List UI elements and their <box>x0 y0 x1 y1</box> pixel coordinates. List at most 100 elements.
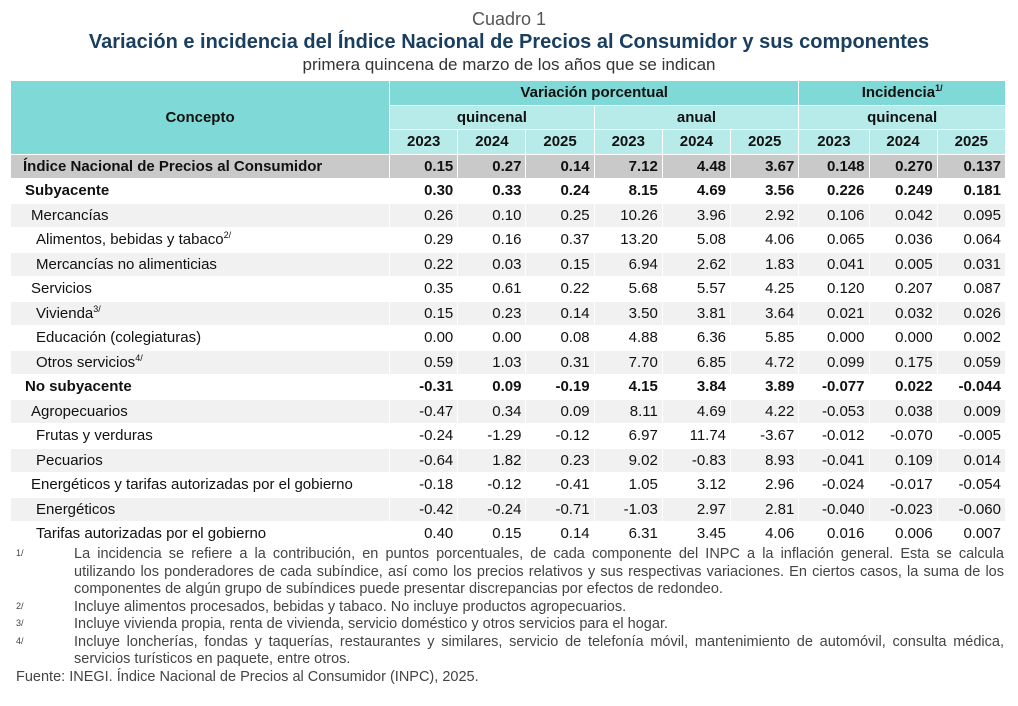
table-cell: 0.24 <box>525 178 595 204</box>
table-cell: 6.85 <box>661 349 732 375</box>
table-cell: -0.42 <box>389 496 459 522</box>
row-label-text: Educación (colegiaturas) <box>36 329 202 347</box>
footnote-text: Incluye vivienda propia, renta de vivien… <box>74 616 668 632</box>
table-row: Vivienda3/0.15 0.23 0.14 3.50 3.81 3.64 0.021 0… <box>9 300 1007 326</box>
table-cell: 0.14 <box>525 521 595 547</box>
row-label-text: Frutas y verduras <box>36 427 153 445</box>
table-cell: 1.05 <box>593 472 663 498</box>
table-cell: 0.26 <box>389 202 459 228</box>
table-cell: 0.00 <box>389 325 459 351</box>
table-cell: 3.12 <box>661 472 732 498</box>
row-label-text: Pecuarios <box>36 451 103 469</box>
row-label: Servicios <box>9 276 391 302</box>
table-cell: 3.84 <box>661 374 732 400</box>
table-cell: 0.007 <box>936 521 1007 547</box>
table-cell: 3.56 <box>730 178 800 204</box>
year-header: 2025 <box>730 129 800 155</box>
table-cell: 0.09 <box>457 374 527 400</box>
footnote-mark: 4/ <box>16 635 24 646</box>
year-header: 2025 <box>936 129 1007 155</box>
table-cell: 5.68 <box>593 276 663 302</box>
table-cell: 2.96 <box>730 472 800 498</box>
table-cell: 0.03 <box>457 251 527 277</box>
page-subtitle: primera quincena de marzo de los años qu… <box>302 55 716 74</box>
table-row: Subyacente 0.30 0.33 0.24 8.15 4.69 3.56 0.226 0… <box>9 178 1007 204</box>
row-label-text: Mercancías no alimenticias <box>36 255 217 273</box>
row-label-text: Vivienda <box>36 304 94 322</box>
table-cell: 0.15 <box>389 300 459 326</box>
table-cell: 0.065 <box>798 227 870 253</box>
table-cell: -0.19 <box>525 374 595 400</box>
table-cell: -0.023 <box>868 496 938 522</box>
table-row: Tarifas autorizadas por el gobierno 0.40 0… <box>9 521 1007 547</box>
table-cell: 2.62 <box>661 251 732 277</box>
table-cell: -0.64 <box>389 447 459 473</box>
table-cell: 0.23 <box>525 447 595 473</box>
row-label-text: Energéticos y tarifas autorizadas por el… <box>31 476 353 494</box>
table-cell: 0.08 <box>525 325 595 351</box>
row-label: Mercancías <box>9 202 391 228</box>
table-row: Agropecuarios -0.47 0.34 0.09 8.11 4.69 4.22 -0… <box>9 398 1007 424</box>
table-cell: 0.249 <box>868 178 938 204</box>
row-label-text: Alimentos, bebidas y tabaco <box>36 231 224 249</box>
row-label: Alimentos, bebidas y tabaco2/ <box>9 227 391 253</box>
incidence-group-header: Incidencia1/ <box>798 80 1006 106</box>
table-cell: -0.044 <box>936 374 1007 400</box>
row-label-text: Mercancías <box>31 206 109 224</box>
table-cell: 3.81 <box>661 300 732 326</box>
table-cell: 0.106 <box>798 202 870 228</box>
row-label: Agropecuarios <box>9 398 391 424</box>
table-cell: -0.070 <box>868 423 938 449</box>
footnote-text: Incluye alimentos procesados, bebidas y … <box>74 598 627 615</box>
table-cell: 0.14 <box>525 300 595 326</box>
row-label: Educación (colegiaturas) <box>9 325 391 351</box>
row-label-text: Otros servicios <box>36 353 136 371</box>
table-cell: -0.83 <box>661 447 732 473</box>
table-cell: 0.270 <box>868 153 938 179</box>
table-cell: 0.09 <box>525 398 595 424</box>
source-note: Fuente: INEGI. Índice Nacional de Precio… <box>16 668 479 685</box>
table-row: Mercancías no alimenticias 0.22 0.03 0.15 6.… <box>9 251 1007 277</box>
table-cell: 0.22 <box>525 276 595 302</box>
footnote: 4/ Incluye loncherías, fondas y taquería… <box>16 634 1004 669</box>
table-row: Pecuarios -0.64 1.82 0.23 9.02 -0.83 8.93 -0.04… <box>9 447 1007 473</box>
footnote: 1/ La incidencia se refiere a la contrib… <box>16 546 1004 599</box>
year-header: 2023 <box>593 129 663 155</box>
table-cell: 10.26 <box>593 202 663 228</box>
table-cell: 0.25 <box>525 202 595 228</box>
table-cell: 1.82 <box>457 447 527 473</box>
table-cell: 0.000 <box>798 325 870 351</box>
table-cell: 0.002 <box>936 325 1007 351</box>
footnote-mark: 3/ <box>16 618 24 628</box>
table-cell: 0.61 <box>457 276 527 302</box>
table-cell: -0.31 <box>389 374 459 400</box>
row-label-text: Tarifas autorizadas por el gobierno <box>36 525 267 543</box>
row-label: Índice Nacional de Precios al Consumidor <box>9 153 391 179</box>
table-cell: 1.83 <box>730 251 800 277</box>
table-cell: 0.29 <box>389 227 459 253</box>
table-cell: 0.095 <box>936 202 1007 228</box>
table-cell: 13.20 <box>593 227 663 253</box>
table-cell: 4.69 <box>661 178 732 204</box>
table-cell: 0.15 <box>457 521 527 547</box>
table-cell: 0.041 <box>798 251 870 277</box>
footnote: 2/ Incluye alimentos procesados, bebidas… <box>16 599 1004 617</box>
table-cell: 5.85 <box>730 325 800 351</box>
table-cell: 4.72 <box>730 349 800 375</box>
biweekly-variation-header: quincenal <box>389 104 595 130</box>
table-cell: 4.25 <box>730 276 800 302</box>
table-cell: 8.93 <box>730 447 800 473</box>
table-cell: 5.08 <box>661 227 732 253</box>
table-cell: 0.23 <box>457 300 527 326</box>
row-label: Vivienda3/ <box>9 300 391 326</box>
table-cell: 4.22 <box>730 398 800 424</box>
row-label: Energéticos <box>9 496 391 522</box>
table-cell: -1.03 <box>593 496 663 522</box>
inpc-table: Concepto Variación porcentual Incidencia… <box>9 80 1007 547</box>
table-cell: -1.29 <box>457 423 527 449</box>
table-cell: 0.006 <box>868 521 938 547</box>
table-cell: 4.48 <box>661 153 732 179</box>
table-cell: 0.15 <box>525 251 595 277</box>
table-cell: 0.036 <box>868 227 938 253</box>
incidence-label: Incidencia <box>861 84 936 102</box>
